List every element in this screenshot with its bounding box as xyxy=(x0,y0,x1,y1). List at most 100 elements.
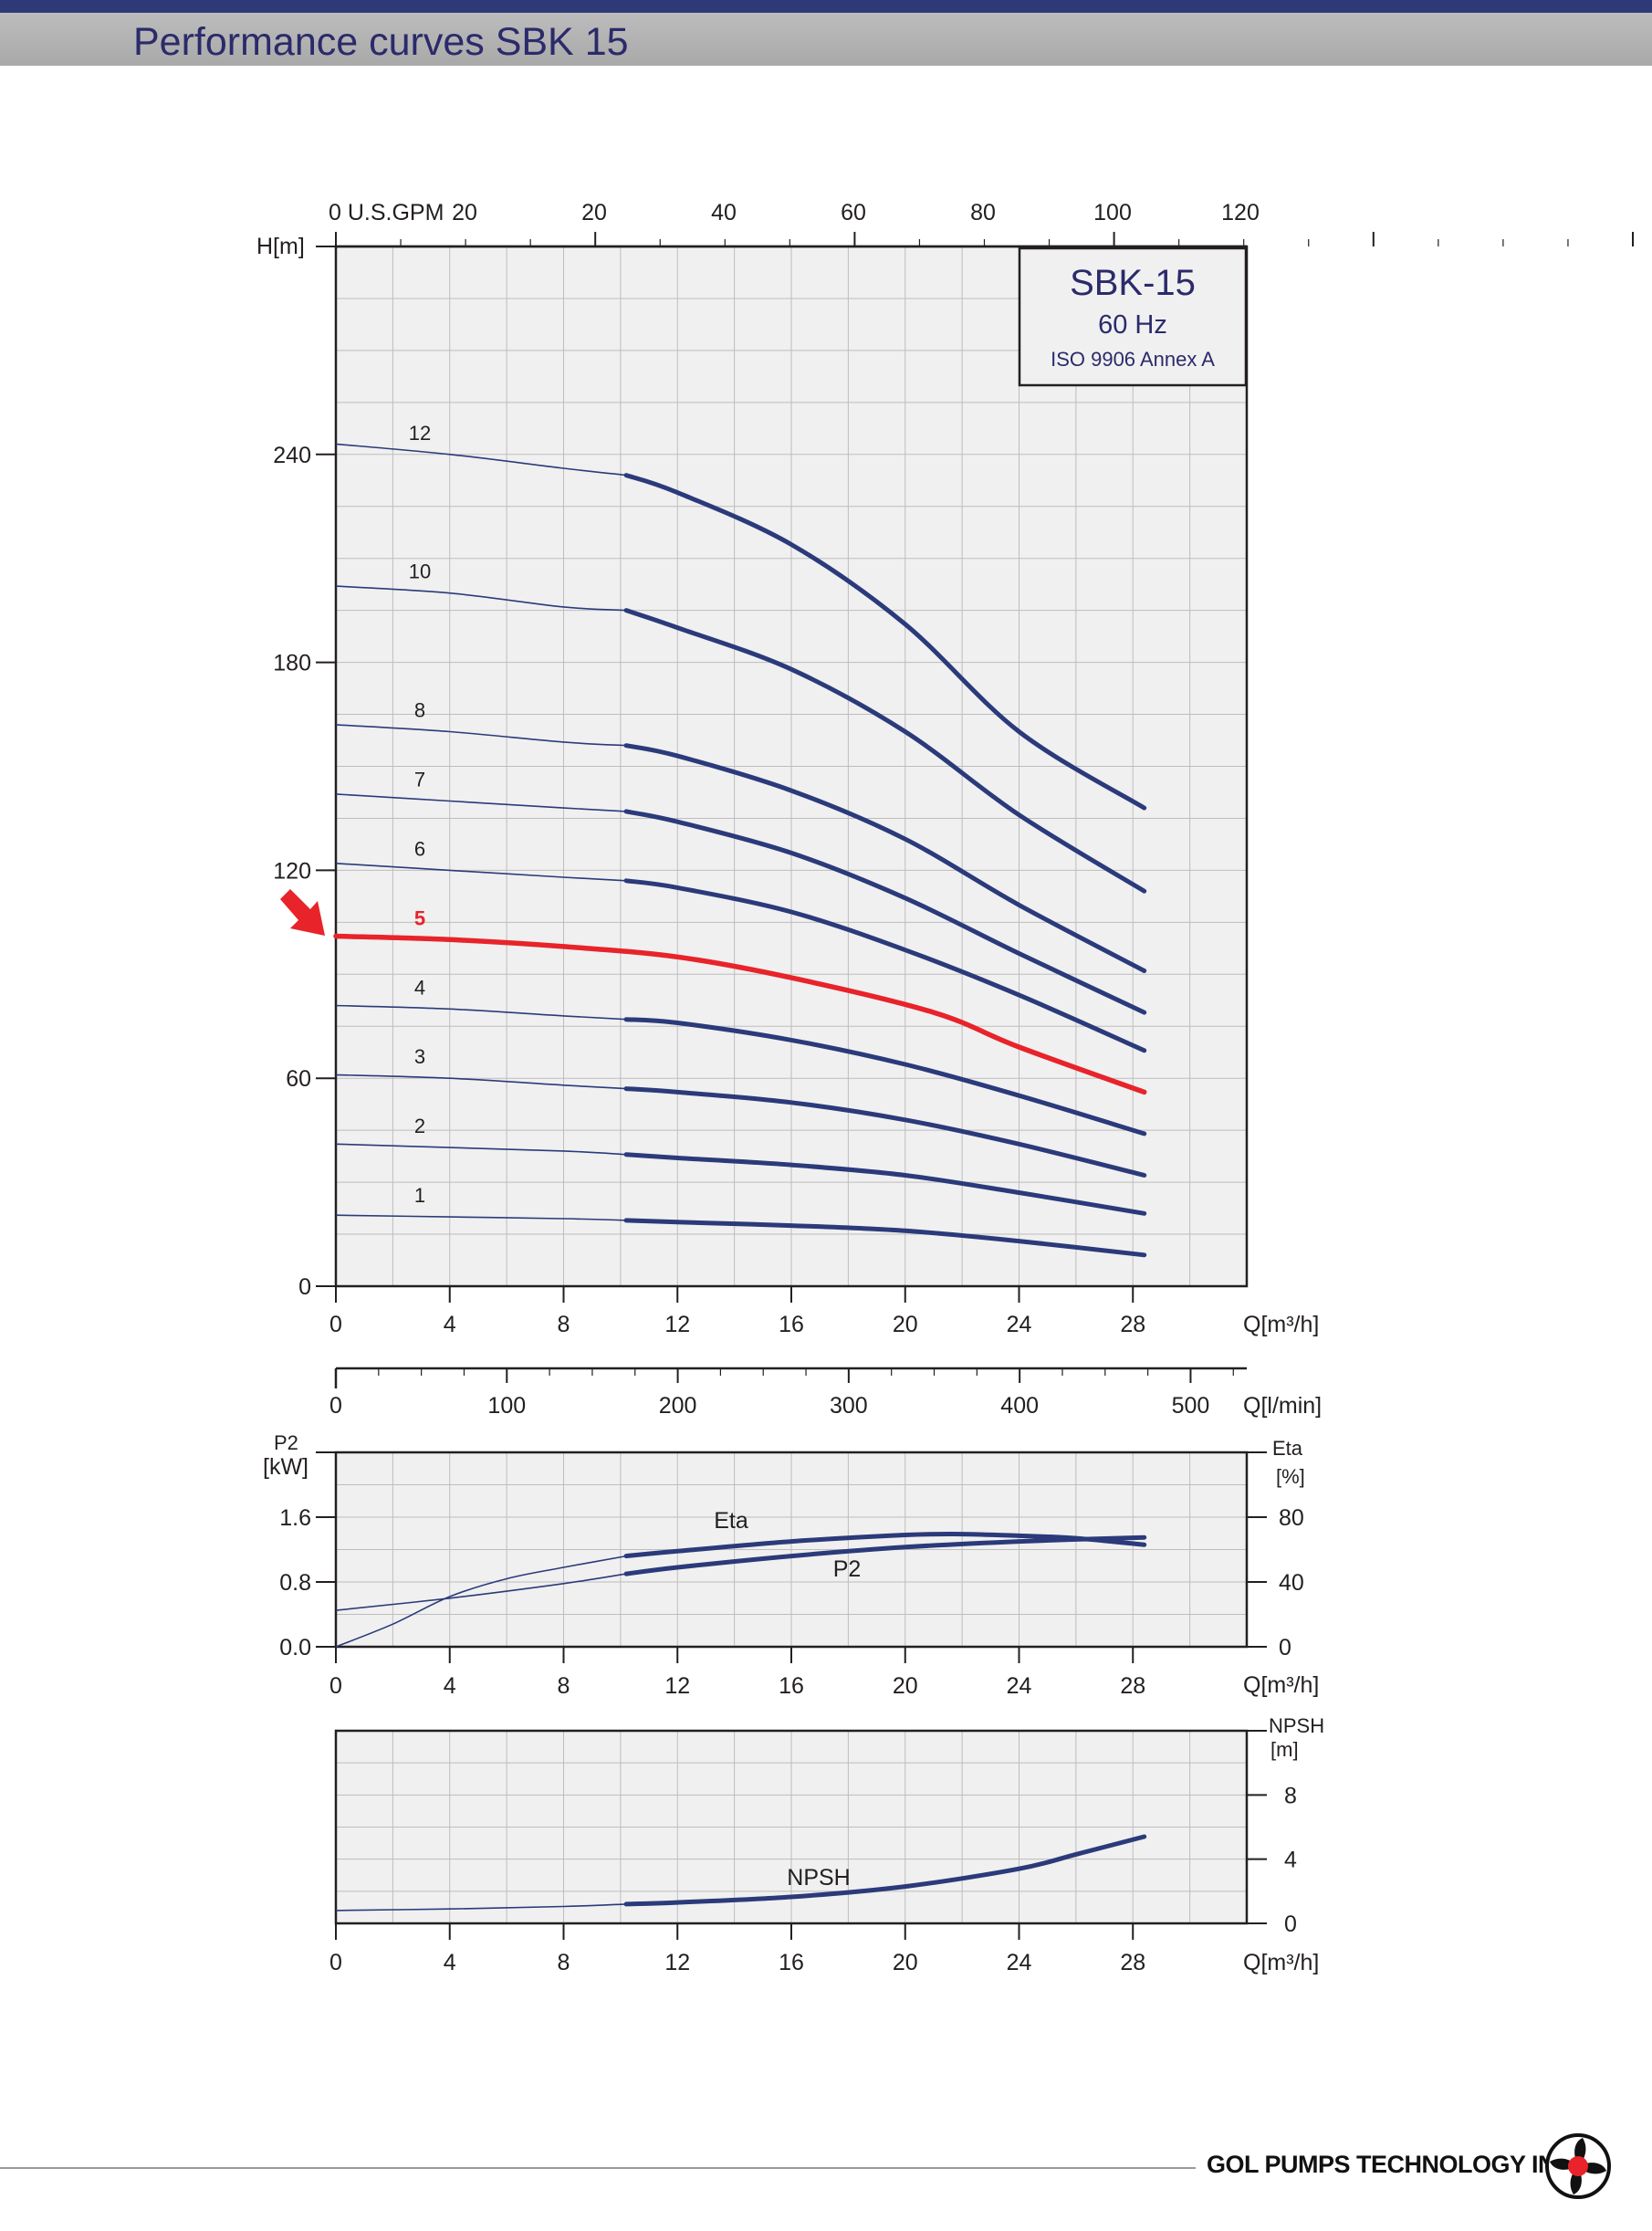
head-y-tick-label: 60 xyxy=(286,1066,311,1092)
top-rule xyxy=(0,0,1652,13)
gpm-tick-label: 20 xyxy=(581,200,607,225)
head-x-tick-label: 20 xyxy=(893,1312,918,1337)
gpm-tick-label: 80 xyxy=(970,200,996,225)
company-name: GOL PUMPS TECHNOLOGY INC xyxy=(1207,2151,1574,2178)
head-y-tick-label: 120 xyxy=(273,858,311,884)
gpm-tick-label: 120 xyxy=(1221,200,1260,225)
npsh-x-tick-label: 0 xyxy=(329,1950,342,1975)
company-logo xyxy=(1545,2133,1611,2199)
head-x-label: Q[m³/h] xyxy=(1243,1312,1319,1337)
head-x-tick-label: 4 xyxy=(444,1312,456,1337)
head-curve-stage-6-thick xyxy=(623,878,1147,1053)
power-x-tick-label: 8 xyxy=(558,1673,570,1699)
npsh-x-tick-label: 28 xyxy=(1120,1950,1145,1975)
head-curve-stage-10-thick xyxy=(623,608,1147,894)
head-curve-stage-2-thick xyxy=(623,1152,1147,1216)
gpm-tick-label: 60 xyxy=(841,200,866,225)
head-curve-stage-4-thin xyxy=(335,1004,627,1021)
npsh-curve-label: NPSH xyxy=(787,1865,850,1891)
legend-model: SBK-15 xyxy=(1070,263,1196,303)
power-x-tick-label: 20 xyxy=(893,1673,918,1699)
power-x-label: Q[m³/h] xyxy=(1243,1672,1319,1698)
head-curve-stage-3-thin xyxy=(335,1074,627,1090)
stage-label-10: 10 xyxy=(409,560,431,583)
highlight-arrow xyxy=(280,889,325,936)
eta-axis-label: Eta xyxy=(1272,1437,1303,1460)
head-curve-stage-12-thick xyxy=(623,473,1147,811)
npsh-x-tick-label: 16 xyxy=(779,1950,804,1975)
gpm-tick-label: 100 xyxy=(1093,200,1132,225)
page-title: Performance curves SBK 15 xyxy=(133,20,629,64)
power-y-tick-label: 0.0 xyxy=(279,1635,311,1660)
power-x-tick-label: 28 xyxy=(1120,1673,1145,1699)
npsh-x-tick-label: 4 xyxy=(444,1950,456,1975)
eta-y-tick-label: 40 xyxy=(1279,1570,1304,1596)
stage-label-1: 1 xyxy=(414,1184,425,1207)
head-y-tick-label: 240 xyxy=(273,443,311,468)
lpm-tick-label: 400 xyxy=(1000,1393,1039,1419)
head-curve-stage-2-thin xyxy=(335,1143,627,1156)
head-curve-stage-5 xyxy=(333,933,1147,1095)
head-x-tick-label: 0 xyxy=(329,1312,342,1337)
npsh-x-label: Q[m³/h] xyxy=(1243,1950,1319,1975)
head-curve-stage-1-thick xyxy=(623,1218,1147,1258)
lpm-tick-label: 100 xyxy=(487,1393,526,1419)
head-x-tick-label: 8 xyxy=(558,1312,570,1337)
legend-frequency: 60 Hz xyxy=(1098,310,1167,340)
power-x-tick-label: 24 xyxy=(1007,1673,1032,1699)
model-legend-box xyxy=(1018,246,1248,387)
power-y-tick-label: 0.8 xyxy=(279,1570,311,1596)
p2-curve-label: P2 xyxy=(833,1556,862,1582)
npsh-axis-unit: [m] xyxy=(1270,1738,1299,1761)
head-curve-stage-1-thin xyxy=(335,1214,627,1221)
lpm-tick-label: 200 xyxy=(659,1393,697,1419)
curve-npsh-thin xyxy=(335,1903,627,1912)
stage-label-4: 4 xyxy=(414,976,425,999)
lpm-tick-label: 300 xyxy=(830,1393,868,1419)
head-x-tick-label: 28 xyxy=(1120,1312,1145,1337)
head-y-tick-label: 0 xyxy=(298,1274,311,1300)
head-y-label: H[m] xyxy=(256,234,305,259)
head-x-tick-label: 16 xyxy=(779,1312,804,1337)
stage-label-3: 3 xyxy=(414,1045,425,1068)
head-curve-stage-7-thick xyxy=(623,809,1147,1015)
head-curve-stage-12-thin xyxy=(335,443,627,477)
lpm-tick-label: 0 xyxy=(329,1393,342,1419)
p2-axis-unit: [kW] xyxy=(263,1454,308,1480)
lpm-tick-label: 500 xyxy=(1172,1393,1210,1419)
power-y-tick-label: 1.6 xyxy=(279,1505,311,1531)
stage-label-7: 7 xyxy=(414,768,425,791)
p2-axis-label: P2 xyxy=(274,1431,298,1454)
head-curve-stage-8-thin xyxy=(335,724,627,747)
stage-label-2: 2 xyxy=(414,1115,425,1137)
npsh-x-tick-label: 8 xyxy=(558,1950,570,1975)
head-curve-stage-3-thick xyxy=(623,1086,1147,1178)
curve-p2-thin xyxy=(335,1573,627,1611)
head-curve-stage-6-thin xyxy=(335,863,627,882)
curve-npsh-thick xyxy=(623,1834,1147,1907)
eta-y-tick-label: 80 xyxy=(1279,1505,1304,1531)
head-y-tick-label: 180 xyxy=(273,651,311,676)
lpm-axis-label: Q[l/min] xyxy=(1243,1393,1322,1419)
npsh-y-tick-label: 8 xyxy=(1284,1783,1297,1808)
stage-label-12: 12 xyxy=(409,422,431,445)
eta-curve-label: Eta xyxy=(714,1508,748,1534)
npsh-x-tick-label: 12 xyxy=(664,1950,690,1975)
curve-eta-thin xyxy=(335,1555,627,1648)
npsh-y-tick-label: 4 xyxy=(1284,1848,1297,1873)
power-x-tick-label: 16 xyxy=(779,1673,804,1699)
legend-standard: ISO 9906 Annex A xyxy=(1051,348,1215,371)
header-band xyxy=(0,13,1652,66)
gpm-tick-label: 40 xyxy=(711,200,737,225)
npsh-x-tick-label: 20 xyxy=(893,1950,918,1975)
head-curve-stage-4-thick xyxy=(623,1017,1147,1136)
head-x-tick-label: 24 xyxy=(1007,1312,1032,1337)
eta-y-tick-label: 0 xyxy=(1279,1635,1291,1660)
power-x-tick-label: 12 xyxy=(664,1673,690,1699)
eta-axis-unit: [%] xyxy=(1276,1465,1305,1488)
footer-rule xyxy=(0,2167,1196,2169)
head-curve-stage-8-thick xyxy=(623,743,1147,973)
head-x-tick-label: 12 xyxy=(664,1312,690,1337)
gpm-tick-label: 20 xyxy=(452,200,477,225)
